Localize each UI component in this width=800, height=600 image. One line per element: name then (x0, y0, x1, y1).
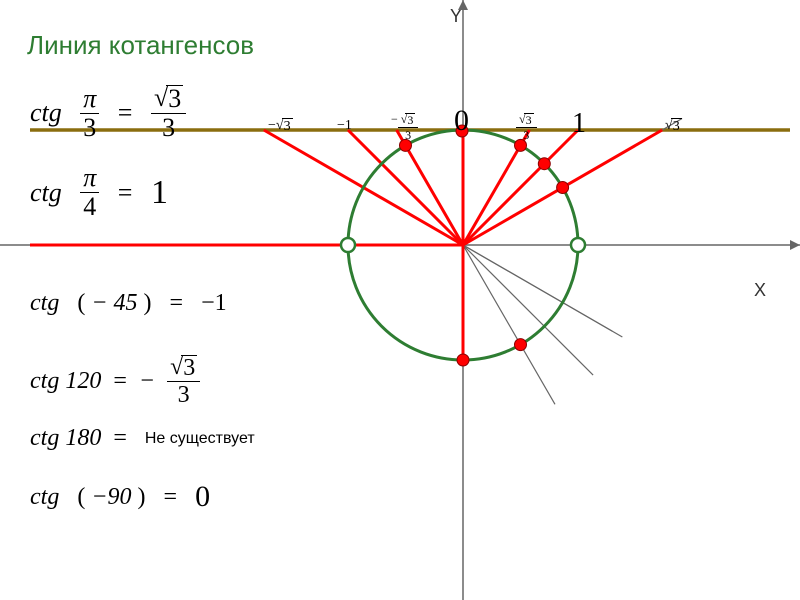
cot-tick-minus_one_txt: −1 (337, 118, 352, 134)
cot-tick-zero_big: 0 (454, 104, 469, 138)
equation-4: ctg180 = Не существует (30, 425, 255, 452)
cot-tick-minus_sqrt3: −√3 (268, 118, 293, 135)
equation-0: ctg π3 = √33 (30, 85, 186, 141)
cot-tick-pos_sqrt3_over3: √33 (516, 112, 537, 141)
cot-tick-neg_sqrt3_over3: −√33 (391, 112, 418, 141)
cot-tick-one_big: 1 (572, 108, 586, 140)
equation-3: ctg120 = − √33 (30, 355, 200, 407)
equation-2: ctg (− 45) = −1 (30, 290, 227, 317)
equation-5: ctg (−90) = 0 (30, 480, 210, 514)
equation-1: ctg π4 = 1 (30, 165, 168, 220)
cot-tick-sqrt3_plain: √3 (665, 118, 682, 135)
diagram-stage: Линия котангенсов Y X −√3−1−√330√331√3 c… (0, 0, 800, 600)
